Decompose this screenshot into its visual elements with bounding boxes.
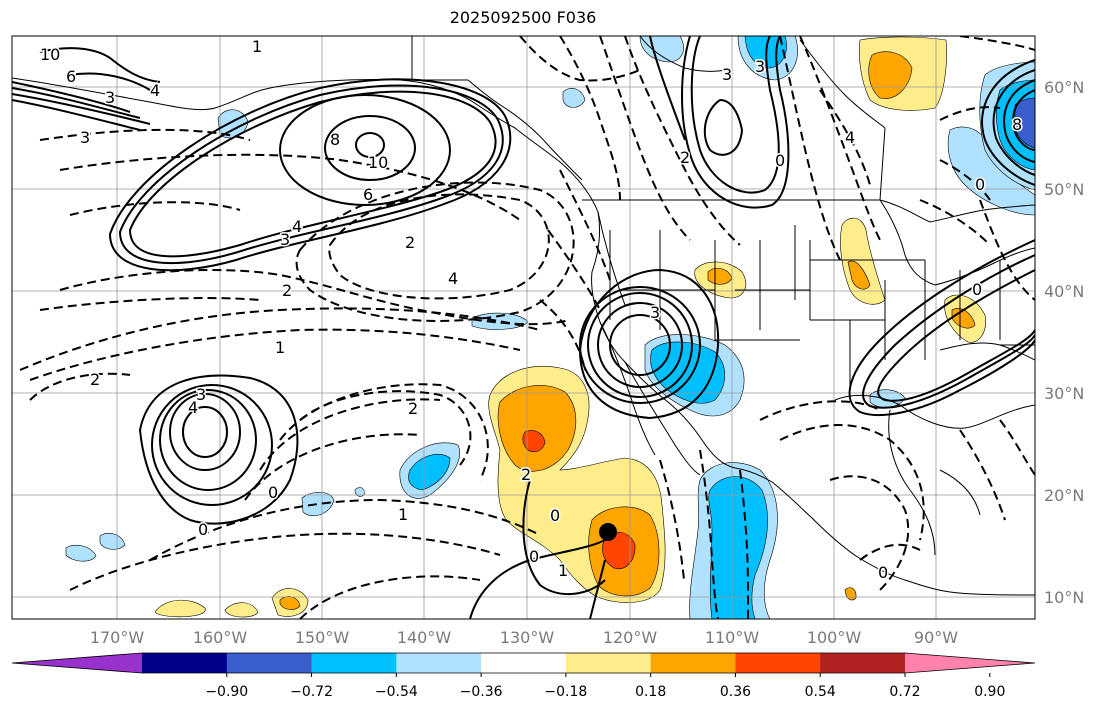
contour-label: 0 <box>550 506 560 525</box>
contour-label: 3 <box>650 303 660 322</box>
contour-label: 4 <box>188 398 198 417</box>
contour-label: 2 <box>521 465 531 484</box>
colorbar-outline <box>11 652 1036 674</box>
latitude-labels: 60°N 50°N 40°N 30°N 20°N 10°N <box>1044 78 1084 607</box>
lon-label: 100°W <box>807 628 862 647</box>
contour-label: 1 <box>275 338 285 357</box>
colorbar-tick-label: −0.18 <box>544 684 587 700</box>
colorbar: −0.90 −0.72 −0.54 −0.36 −0.18 0.18 0.36 0.54 0.7… <box>11 652 1036 700</box>
lon-label: 160°W <box>193 628 248 647</box>
contour-label-group: 10 6 3 4 3 1 8 10 6 4 3 2 1 2 4 3 4 0 2 … <box>39 36 1024 584</box>
positive-anomaly-region <box>224 602 259 618</box>
colorbar-bin <box>396 653 482 673</box>
lon-label: 140°W <box>397 628 452 647</box>
positive-anomaly-region <box>497 385 577 472</box>
negative-anomaly-region <box>301 491 335 516</box>
colorbar-tick-label: 0.90 <box>974 684 1005 700</box>
colorbar-bin <box>142 653 228 673</box>
contour-label: 3 <box>722 65 732 84</box>
contour-label: 0 <box>878 563 888 582</box>
contour-label: 8 <box>330 130 340 149</box>
lat-label: 10°N <box>1044 588 1084 607</box>
negative-anomaly-region <box>65 544 97 562</box>
contour-label: 2 <box>680 148 690 167</box>
colorbar-tick-label: −0.90 <box>205 684 248 700</box>
contour-label: 3 <box>196 385 206 404</box>
colorbar-bin <box>735 653 821 673</box>
colorbar-tick-label: 0.36 <box>720 684 751 700</box>
negative-anomaly-region <box>562 87 586 108</box>
positive-anomaly-region <box>847 260 871 290</box>
contour-label: 0 <box>529 547 539 566</box>
negative-anomaly-region <box>1014 97 1035 149</box>
positive-anomaly-region <box>602 532 636 570</box>
contour-label: 10 <box>368 153 388 172</box>
contour-label: 2 <box>90 370 100 389</box>
negative-anomaly-region <box>408 454 451 491</box>
negative-anomaly-region <box>708 476 768 619</box>
lat-label: 20°N <box>1044 486 1084 505</box>
colorbar-bin <box>820 653 906 673</box>
positive-anomaly-region <box>154 599 206 618</box>
colorbar-tick-label: −0.54 <box>375 684 418 700</box>
contour-label: 3 <box>755 57 765 76</box>
contour-label: 0 <box>972 280 982 299</box>
lat-label: 40°N <box>1044 282 1084 301</box>
contour-label: 2 <box>282 281 292 300</box>
contour-label: 3 <box>105 88 115 107</box>
contour-label: 2 <box>405 233 415 252</box>
colorbar-bin <box>311 653 397 673</box>
colorbar-extend-low <box>12 653 142 673</box>
colorbar-bin <box>481 653 567 673</box>
contour-label: 3 <box>280 230 290 249</box>
lon-label: 150°W <box>295 628 350 647</box>
contour-label: 10 <box>40 45 60 64</box>
storm-center-marker <box>599 523 617 541</box>
contour-label: 4 <box>150 81 160 100</box>
lat-label: 60°N <box>1044 78 1084 97</box>
colorbar-tick-label: −0.72 <box>290 684 333 700</box>
contour-label: 0 <box>775 151 785 170</box>
negative-anomaly-region <box>99 533 126 550</box>
colorbar-tick-label: 0.54 <box>805 684 836 700</box>
contour-label: 6 <box>363 185 373 204</box>
positive-anomaly-region <box>522 430 546 453</box>
contour-label: 1 <box>252 37 262 56</box>
contour-label: 6 <box>66 67 76 86</box>
contour-label: 0 <box>975 175 985 194</box>
colorbar-tick-label: −0.36 <box>460 684 503 700</box>
contour-label: 3 <box>80 128 90 147</box>
lon-label: 170°W <box>90 628 145 647</box>
lon-label: 120°W <box>603 628 658 647</box>
contour-label: 4 <box>448 269 458 288</box>
colorbar-extend-high <box>905 653 1035 673</box>
contour-label: 4 <box>292 217 302 236</box>
dashed-contours <box>19 36 1035 619</box>
colorbar-bin <box>226 653 313 673</box>
lon-label: 130°W <box>500 628 555 647</box>
colorbar-tick-label: 0.18 <box>635 684 666 700</box>
lon-label: 90°W <box>914 628 958 647</box>
contour-label: 1 <box>398 505 408 524</box>
contour-label: 8 <box>1012 115 1022 134</box>
contour-label: 1 <box>558 561 568 580</box>
contour-label: 2 <box>408 399 418 418</box>
lat-label: 50°N <box>1044 180 1084 199</box>
contour-label: 0 <box>198 520 208 539</box>
solid-contours <box>12 36 1035 619</box>
colorbar-bin <box>565 653 652 673</box>
contour-label: 0 <box>268 483 278 502</box>
colorbar-tick-label: 0.72 <box>889 684 920 700</box>
lat-label: 30°N <box>1044 384 1084 403</box>
contour-label: 4 <box>845 128 855 147</box>
map-border <box>11 35 1036 620</box>
lon-label: 110°W <box>705 628 760 647</box>
map-title: 2025092500 F036 <box>449 8 597 27</box>
longitude-labels: 170°W 160°W 150°W 140°W 130°W 120°W 110°… <box>90 628 958 647</box>
colorbar-bin <box>650 653 736 673</box>
